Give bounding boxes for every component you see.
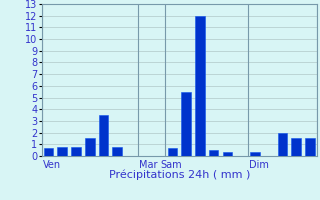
Bar — [99, 115, 108, 156]
Bar — [209, 150, 219, 156]
Bar — [57, 147, 67, 156]
Bar — [277, 133, 287, 156]
Bar — [195, 16, 205, 156]
Bar — [222, 152, 232, 156]
Bar — [181, 92, 191, 156]
Bar — [112, 147, 122, 156]
Bar — [167, 148, 177, 156]
Bar — [305, 138, 315, 156]
X-axis label: Précipitations 24h ( mm ): Précipitations 24h ( mm ) — [108, 170, 250, 180]
Bar — [291, 138, 301, 156]
Text: Dim: Dim — [249, 160, 269, 170]
Bar — [85, 138, 95, 156]
Text: Ven: Ven — [43, 160, 61, 170]
Bar — [250, 152, 260, 156]
Bar — [71, 147, 81, 156]
Text: Sam: Sam — [160, 160, 181, 170]
Text: Mar: Mar — [139, 160, 158, 170]
Bar — [44, 148, 53, 156]
Text: Lun: Lun — [0, 199, 1, 200]
